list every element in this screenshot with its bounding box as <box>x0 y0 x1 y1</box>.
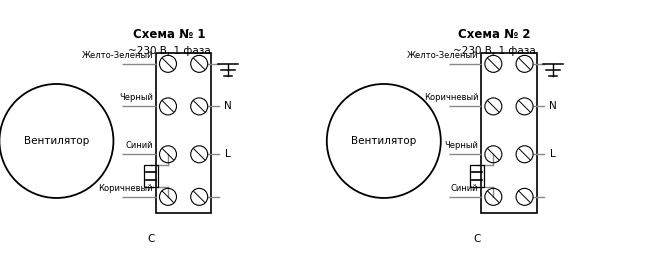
Text: ~230 В, 1 фаза: ~230 В, 1 фаза <box>128 45 210 56</box>
Text: Коричневый: Коричневый <box>424 93 478 102</box>
Text: Синий: Синий <box>451 184 478 193</box>
Bar <box>481 53 537 213</box>
Text: N: N <box>224 101 232 111</box>
Text: Черный: Черный <box>444 141 478 150</box>
Bar <box>144 165 159 186</box>
Bar <box>156 53 211 213</box>
Text: Схема № 1: Схема № 1 <box>133 28 206 41</box>
Text: Желто-Зеленый: Желто-Зеленый <box>82 51 153 60</box>
Text: L: L <box>550 149 556 159</box>
Text: Коричневый: Коричневый <box>98 184 153 193</box>
Text: L: L <box>225 149 230 159</box>
Text: Вентилятор: Вентилятор <box>351 136 416 146</box>
Text: C: C <box>473 234 481 244</box>
Text: Синий: Синий <box>125 141 153 150</box>
Text: Желто-Зеленый: Желто-Зеленый <box>407 51 478 60</box>
Text: C: C <box>147 234 155 244</box>
Text: Черный: Черный <box>119 93 153 102</box>
Text: Схема № 2: Схема № 2 <box>458 28 531 41</box>
Text: ~230 В, 1 фаза: ~230 В, 1 фаза <box>454 45 536 56</box>
Text: Вентилятор: Вентилятор <box>24 136 89 146</box>
Bar <box>469 165 484 186</box>
Text: N: N <box>549 101 557 111</box>
